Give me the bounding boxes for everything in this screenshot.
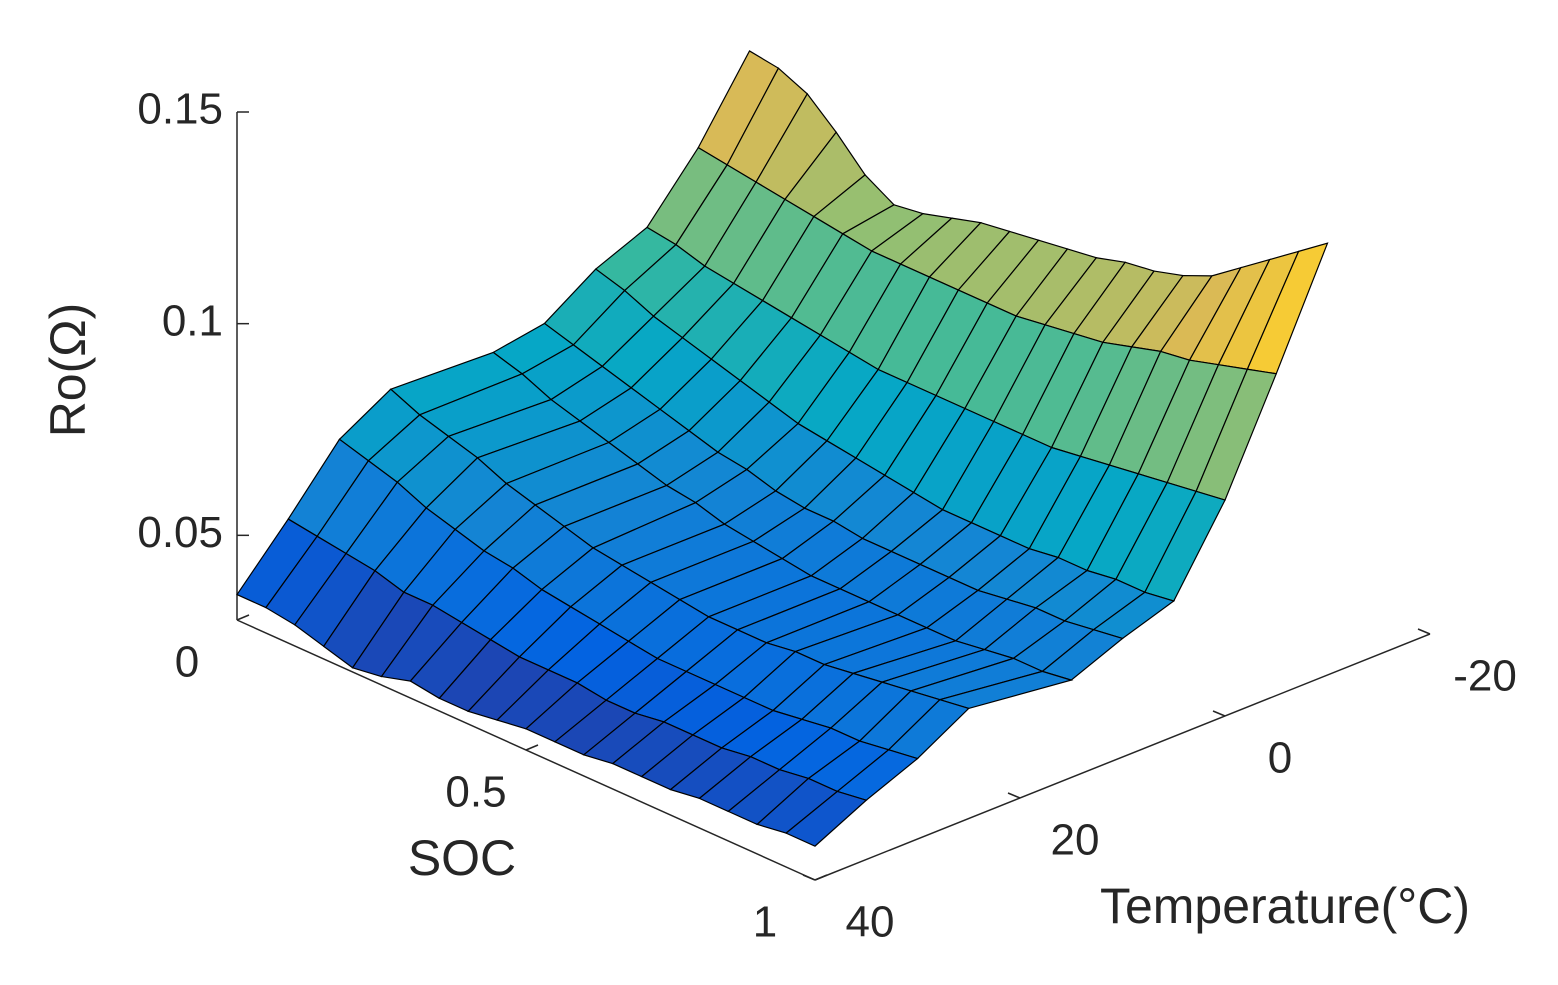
x-tick-label: 0.5 <box>445 768 506 817</box>
y-tick <box>1212 710 1226 717</box>
y-tick-label: 20 <box>1051 816 1100 865</box>
y-tick <box>1417 628 1431 635</box>
x-tick <box>525 744 539 751</box>
x-tick <box>814 874 828 881</box>
y-tick <box>802 874 816 881</box>
x-tick <box>236 614 250 621</box>
y-tick-label: 40 <box>846 898 895 947</box>
z-axis-label: Ro(Ω) <box>40 303 96 438</box>
z-tick-label: 0.1 <box>162 296 223 345</box>
y-tick-label: -20 <box>1453 652 1517 701</box>
x-tick-label: 0 <box>175 638 199 687</box>
x-tick-label: 1 <box>753 898 777 947</box>
y-tick-label: 0 <box>1268 734 1292 783</box>
y-axis <box>814 633 1431 881</box>
surface-facet <box>784 790 868 847</box>
x-axis-label: SOC <box>408 830 516 886</box>
y-axis-label: Temperature(°C) <box>1100 878 1470 934</box>
y-tick <box>1007 792 1021 799</box>
z-tick-label: 0.05 <box>137 508 223 557</box>
z-tick-label: 0.15 <box>137 85 223 134</box>
